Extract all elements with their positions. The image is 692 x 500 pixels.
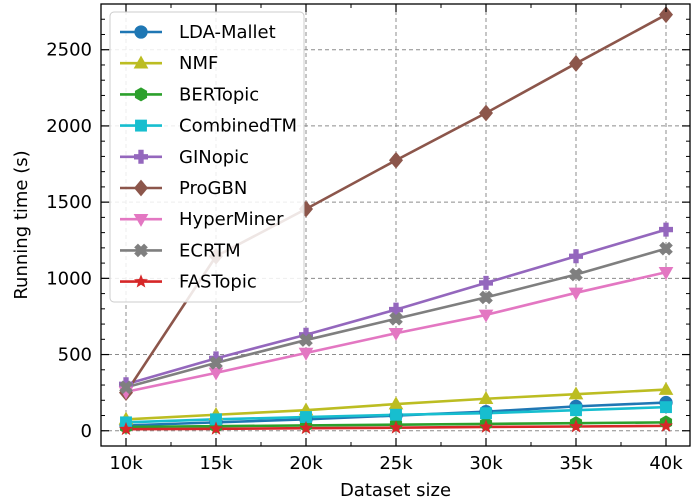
data-point-fastopic — [569, 419, 583, 433]
y-axis-title: Running time (s) — [11, 150, 32, 299]
data-point-ginopic — [659, 222, 673, 237]
data-point-fastopic — [119, 421, 133, 436]
data-point-ecrtm — [299, 333, 313, 347]
data-point-progbn — [479, 104, 493, 122]
legend-label-lda-mallet: LDA-Mallet — [179, 22, 276, 43]
legend-marker-bertopic — [134, 87, 148, 102]
data-point-ecrtm-shape — [389, 311, 403, 326]
legend-label-hyperminer: HyperMiner — [179, 209, 284, 230]
data-point-ecrtm-shape — [209, 356, 223, 370]
x-tick-label: 10k — [109, 453, 143, 474]
legend-marker-fastopic — [134, 274, 148, 288]
data-point-nmf — [658, 381, 674, 395]
data-point-ecrtm-shape — [299, 333, 313, 347]
data-point-ecrtm-shape — [479, 290, 493, 305]
legend: LDA-Mallet NMF BERTopic CombinedTM GINopic Pr… — [109, 11, 305, 303]
legend-label-nmf: NMF — [179, 53, 218, 74]
data-point-progbn — [389, 151, 403, 169]
y-tick-label: 500 — [58, 345, 92, 366]
y-tick-label: 2500 — [46, 40, 92, 61]
data-point-progbn — [659, 6, 673, 24]
data-point-ginopic — [209, 351, 223, 366]
data-point-nmf — [478, 391, 494, 405]
legend-box — [109, 11, 305, 303]
series-markers — [118, 6, 674, 436]
legend-marker-ecrtm-shape — [134, 243, 148, 258]
legend-marker-progbn — [134, 179, 148, 197]
data-point-nmf — [568, 386, 584, 400]
y-tick-label: 1000 — [46, 268, 92, 289]
data-point-hyperminer — [388, 327, 404, 341]
legend-marker-combinedtm — [135, 119, 147, 132]
data-point-hyperminer — [298, 347, 314, 361]
data-point-ecrtm — [479, 290, 493, 305]
legend-marker-ginopic — [134, 149, 148, 164]
x-tick-label: 15k — [199, 453, 233, 474]
data-point-combinedtm — [570, 404, 582, 417]
data-point-hyperminer — [658, 266, 674, 280]
data-point-ginopic — [299, 327, 313, 342]
data-point-fastopic — [299, 420, 313, 435]
data-point-hyperminer — [568, 287, 584, 301]
axis-ticks — [101, 3, 690, 447]
data-point-nmf — [388, 396, 404, 410]
data-point-ecrtm-shape — [569, 267, 583, 282]
x-tick-label: 20k — [289, 453, 323, 474]
data-point-ecrtm — [569, 267, 583, 282]
data-point-progbn — [569, 55, 583, 72]
x-tick-label: 40k — [649, 453, 683, 474]
x-tick-labels: 10k 15k 20k 25k 30k 35k 40k — [109, 453, 683, 474]
data-point-fastopic — [479, 419, 493, 433]
x-tick-label: 35k — [559, 453, 593, 474]
data-point-combinedtm — [660, 401, 672, 414]
y-tick-label: 2000 — [46, 116, 92, 137]
data-point-ecrtm-shape — [119, 380, 133, 395]
y-tick-labels: 0 500 1000 1500 2000 2500 — [46, 40, 92, 442]
legend-label-ecrtm: ECRTM — [179, 240, 241, 261]
legend-label-ginopic: GINopic — [179, 147, 249, 168]
legend-label-fastopic: FASTopic — [179, 272, 257, 293]
legend-label-progbn: ProGBN — [179, 178, 247, 199]
data-point-combinedtm — [210, 413, 222, 426]
data-point-ecrtm — [659, 241, 673, 256]
data-point-ecrtm-shape — [659, 241, 673, 256]
legend-marker-ecrtm — [134, 243, 148, 258]
data-point-fastopic — [659, 418, 673, 432]
data-point-ginopic — [389, 302, 403, 317]
legend-marker-nmf — [133, 55, 149, 69]
y-tick-label: 1500 — [46, 192, 92, 213]
data-point-ecrtm — [389, 311, 403, 326]
legend-marker-lda-mallet — [134, 25, 148, 39]
data-point-fastopic — [389, 420, 403, 434]
legend-marker-hyperminer — [133, 213, 149, 227]
data-point-hyperminer — [478, 309, 494, 323]
x-tick-label: 25k — [379, 453, 413, 474]
legend-label-combinedtm: CombinedTM — [179, 116, 297, 137]
data-point-combinedtm — [300, 411, 312, 423]
data-point-combinedtm — [480, 407, 492, 420]
x-axis-title: Dataset size — [340, 480, 451, 500]
x-tick-label: 30k — [469, 453, 503, 474]
data-point-ginopic — [479, 275, 493, 290]
data-point-ecrtm — [119, 380, 133, 395]
data-point-fastopic — [209, 421, 223, 435]
data-point-combinedtm — [390, 408, 402, 421]
legend-label-bertopic: BERTopic — [179, 84, 259, 105]
y-tick-label: 0 — [81, 421, 92, 442]
data-point-ecrtm — [209, 356, 223, 370]
data-point-ginopic — [569, 249, 583, 264]
data-point-hyperminer — [208, 367, 224, 381]
